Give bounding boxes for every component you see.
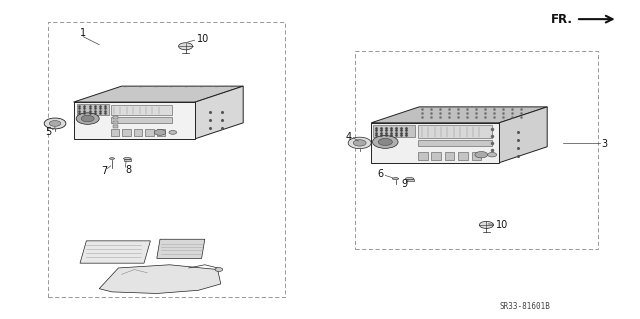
Circle shape: [169, 130, 177, 134]
Text: 1: 1: [80, 28, 86, 39]
Text: 7: 7: [101, 166, 108, 176]
Bar: [458, 152, 468, 160]
Bar: [124, 159, 131, 161]
Circle shape: [488, 152, 497, 157]
Circle shape: [372, 136, 398, 148]
Circle shape: [348, 137, 371, 149]
Bar: [134, 129, 142, 136]
Circle shape: [76, 113, 99, 124]
Text: 8: 8: [125, 165, 132, 175]
Bar: [418, 140, 492, 146]
Text: 10: 10: [197, 34, 209, 44]
Polygon shape: [157, 239, 205, 258]
Text: 6: 6: [378, 169, 384, 179]
Bar: [157, 129, 165, 136]
Ellipse shape: [109, 158, 115, 160]
Circle shape: [179, 43, 193, 50]
Bar: [431, 152, 441, 160]
Circle shape: [378, 138, 392, 145]
Ellipse shape: [124, 158, 131, 160]
Bar: [111, 117, 172, 123]
Text: SR33-81601B: SR33-81601B: [499, 302, 550, 311]
Ellipse shape: [406, 177, 414, 180]
Bar: [111, 129, 119, 136]
Circle shape: [475, 152, 488, 158]
Text: 3: 3: [602, 138, 608, 149]
Bar: [406, 179, 414, 181]
Bar: [145, 129, 154, 136]
Text: 5: 5: [45, 127, 52, 137]
Text: 4: 4: [346, 131, 352, 142]
Text: FR.: FR.: [551, 13, 573, 26]
Polygon shape: [371, 123, 499, 163]
Polygon shape: [195, 86, 243, 139]
Bar: [122, 129, 131, 136]
Bar: [111, 105, 172, 115]
Circle shape: [49, 121, 61, 126]
Text: 9: 9: [401, 179, 408, 189]
Bar: [418, 125, 492, 138]
Circle shape: [215, 268, 223, 271]
Polygon shape: [80, 241, 150, 263]
Bar: [472, 152, 481, 160]
Polygon shape: [371, 107, 547, 123]
Circle shape: [353, 140, 366, 146]
Bar: [113, 125, 118, 128]
Text: 10: 10: [496, 220, 508, 230]
Polygon shape: [74, 102, 195, 139]
Bar: [445, 152, 454, 160]
Circle shape: [154, 130, 166, 135]
Circle shape: [44, 118, 66, 129]
Circle shape: [81, 115, 94, 122]
Bar: [418, 152, 428, 160]
Polygon shape: [74, 86, 243, 102]
Bar: [113, 116, 118, 119]
Bar: [373, 125, 415, 137]
Polygon shape: [99, 265, 221, 293]
Ellipse shape: [392, 178, 399, 180]
Circle shape: [479, 221, 493, 228]
Polygon shape: [499, 107, 547, 163]
Bar: [113, 121, 118, 124]
Bar: [77, 104, 109, 115]
